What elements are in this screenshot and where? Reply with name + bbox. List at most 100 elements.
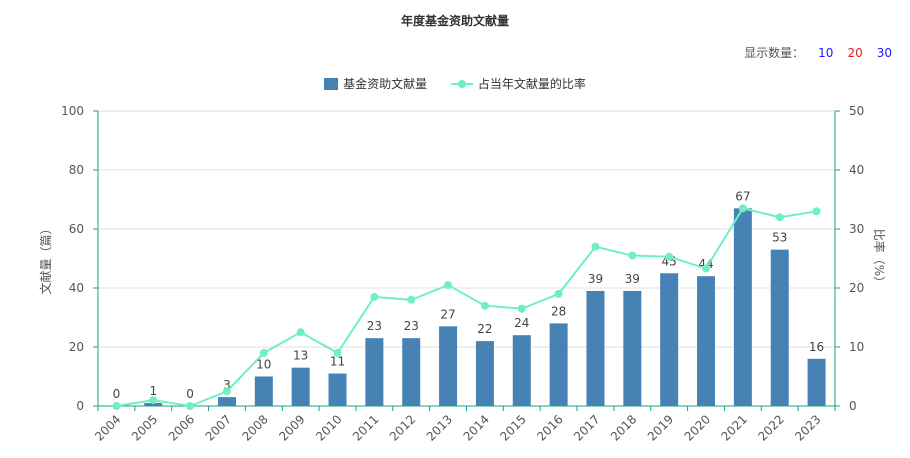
x-tick-label: 2015 [497,412,528,443]
bar-value-label: 11 [330,355,345,369]
x-tick-label: 2022 [755,412,786,443]
x-tick-label: 2020 [682,412,713,443]
display-count-option-20[interactable]: 20 [847,46,863,60]
bar-value-label: 22 [477,322,492,336]
bar-value-label: 28 [551,304,566,318]
x-tick-label: 2013 [424,412,455,443]
bar-value-label: 23 [367,319,382,333]
x-tick-label: 2006 [166,412,197,443]
ratio-point-2006 [186,402,195,410]
y-tick-label: 80 [69,163,84,177]
bar-2018 [623,290,642,406]
legend-line-swatch-icon [450,78,473,90]
ratio-point-2017 [591,242,600,251]
bar-value-label: 27 [440,307,455,321]
bar-value-label: 10 [256,358,271,372]
ratio-point-2015 [517,304,526,313]
bar-value-label: 13 [293,349,308,363]
bar-value-label: 0 [186,387,194,401]
y2-tick-label: 30 [849,222,864,236]
y-tick-label: 40 [69,281,84,295]
x-tick-label: 2008 [239,412,270,443]
bar-2005 [144,403,163,406]
display-count-option-30[interactable]: 30 [876,46,892,60]
x-tick-label: 2014 [461,412,492,443]
legend-item-line-series[interactable]: 占当年文献量的比率 [450,75,586,92]
bar-value-label: 24 [514,316,529,330]
ratio-point-2009 [296,328,305,337]
x-tick-label: 2019 [645,412,676,443]
ratio-point-2019 [665,252,674,261]
y-tick-label: 20 [69,340,84,354]
bar-2022 [770,249,789,406]
x-tick-label: 2016 [534,412,565,443]
bar-2017 [586,290,605,406]
bar-value-label: 39 [625,272,640,286]
x-tick-label: 2010 [313,412,344,443]
ratio-point-2023 [812,207,821,216]
y2-tick-label: 0 [849,399,857,413]
ratio-point-2005 [149,396,158,405]
bar-2011 [365,338,384,406]
y-tick-label: 0 [76,399,84,413]
legend-line-label: 占当年文献量的比率 [477,77,586,91]
bar-2010 [328,373,347,406]
bar-2013 [439,326,458,406]
display-count-selector: 显示数量： 10 20 30 [744,44,892,61]
y2-tick-label: 20 [849,281,864,295]
ratio-point-2010 [333,348,342,357]
x-tick-label: 2021 [718,412,749,443]
x-tick-label: 2011 [350,412,381,443]
bar-value-label: 23 [404,319,419,333]
bar-2008 [254,376,273,406]
x-tick-label: 2009 [276,412,307,443]
ratio-point-2004 [112,402,121,410]
bar-2016 [549,323,568,406]
ratio-point-2007 [222,387,231,396]
x-tick-label: 2023 [792,412,823,443]
ratio-line [116,207,817,408]
y-tick-label: 60 [69,222,84,236]
y2-tick-label: 10 [849,340,864,354]
bar-2023 [807,358,826,406]
legend-bar-label: 基金资助文献量 [343,77,428,91]
chart-legend: 基金资助文献量 占当年文献量的比率 [0,75,910,92]
y2-tick-label: 40 [849,163,864,177]
x-tick-label: 2012 [387,412,418,443]
ratio-point-2008 [259,348,268,357]
bar-2019 [660,273,679,406]
ratio-point-2013 [444,281,453,290]
ratio-point-2021 [738,204,747,213]
bar-value-label: 53 [772,231,787,245]
bar-value-label: 0 [113,387,121,401]
ratio-point-2011 [370,292,379,301]
legend-bar-swatch-icon [324,78,339,90]
y2-axis-title: 比率（%） [872,229,887,288]
x-tick-label: 2018 [608,412,639,443]
y-tick-label: 100 [61,104,84,118]
bar-2020 [697,276,716,406]
bar-value-label: 39 [588,272,603,286]
ratio-point-2014 [480,301,489,310]
ratio-point-2022 [775,213,784,222]
x-tick-label: 2007 [203,412,234,443]
bar-value-label: 1 [149,384,157,398]
ratio-point-2012 [407,295,416,304]
x-tick-label: 2017 [571,412,602,443]
display-count-label: 显示数量： [744,46,805,60]
bar-value-label: 16 [809,340,824,354]
bar-2021 [733,208,752,406]
bar-value-label: 67 [735,189,750,203]
display-count-option-10[interactable]: 10 [818,46,834,60]
bar-2015 [512,335,531,406]
bar-2012 [402,338,421,406]
bar-2007 [217,397,236,406]
y2-tick-label: 50 [849,104,864,118]
ratio-point-2016 [554,289,563,298]
bar-2014 [475,341,494,406]
bar-2009 [291,367,310,406]
bar-value-label: 3 [223,378,231,392]
x-tick-label: 2005 [129,412,160,443]
legend-item-bar-series[interactable]: 基金资助文献量 [324,75,427,92]
